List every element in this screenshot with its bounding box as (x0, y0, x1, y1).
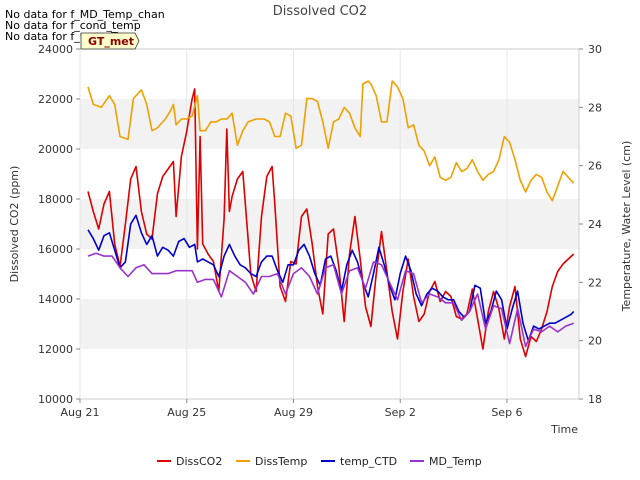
x-tick-label-3: Sep 2 (385, 406, 416, 419)
x-gridlines (79, 49, 508, 399)
y2-tick-label-4: 26 (588, 160, 602, 173)
y-ticks: 10000 12000 14000 16000 18000 20000 22000 24000 (38, 43, 80, 406)
y-tick-label-6: 22000 (38, 93, 73, 106)
y2-tick-label-0: 18 (588, 393, 602, 406)
legend-label-1: DissTemp (255, 455, 307, 468)
y2-axis-label: Temperature, Water Level (cm) (620, 141, 633, 313)
series-line-disstemp (87, 80, 575, 202)
no-data-note-2: No data for f_cond_temp (5, 19, 141, 32)
x-tick-label-2: Aug 29 (274, 406, 313, 419)
badge-label: GT_met (88, 35, 134, 48)
series-line-dissco2 (87, 88, 575, 358)
y-tick-label-1: 12000 (38, 343, 73, 356)
y-tick-label-7: 24000 (38, 43, 73, 56)
legend: DissCO2 DissTemp temp_CTD MD_Temp (157, 455, 482, 468)
chart-title: Dissolved CO2 (273, 4, 367, 19)
y2-tick-label-1: 20 (588, 335, 602, 348)
y2-tick-label-6: 30 (588, 43, 602, 56)
band-1 (80, 199, 579, 249)
legend-label-3: MD_Temp (429, 455, 482, 468)
x-tick-label-1: Aug 25 (167, 406, 206, 419)
y-tick-label-3: 16000 (38, 243, 73, 256)
y-tick-label-5: 20000 (38, 143, 73, 156)
y2-tick-label-3: 24 (588, 218, 602, 231)
y-tick-label-4: 18000 (38, 193, 73, 206)
y-axis-label: Dissolved CO2 (ppm) (8, 166, 21, 283)
band-0 (80, 299, 579, 349)
series-layer (87, 80, 575, 358)
y2-tick-label-5: 28 (588, 101, 602, 114)
legend-label-2: temp_CTD (340, 455, 397, 468)
x-tick-label-4: Sep 6 (491, 406, 522, 419)
legend-label-0: DissCO2 (176, 455, 222, 468)
x-ticks: Aug 21 Aug 25 Aug 29 Sep 2 Sep 6 (61, 399, 523, 419)
series-line-temp-ctd (87, 214, 575, 342)
x-tick-label-0: Aug 21 (61, 406, 100, 419)
no-data-note-1: No data for f_MD_Temp_chan (5, 8, 165, 21)
x-axis-label: Time (550, 423, 578, 436)
y-tick-label-2: 14000 (38, 293, 73, 306)
y2-tick-label-2: 22 (588, 276, 602, 289)
y2-ticks: 18 20 22 24 26 28 30 (579, 43, 602, 406)
series-line-md-temp (87, 252, 574, 348)
gt-met-badge: GT_met (80, 32, 140, 50)
y-tick-label-0: 10000 (38, 393, 73, 406)
